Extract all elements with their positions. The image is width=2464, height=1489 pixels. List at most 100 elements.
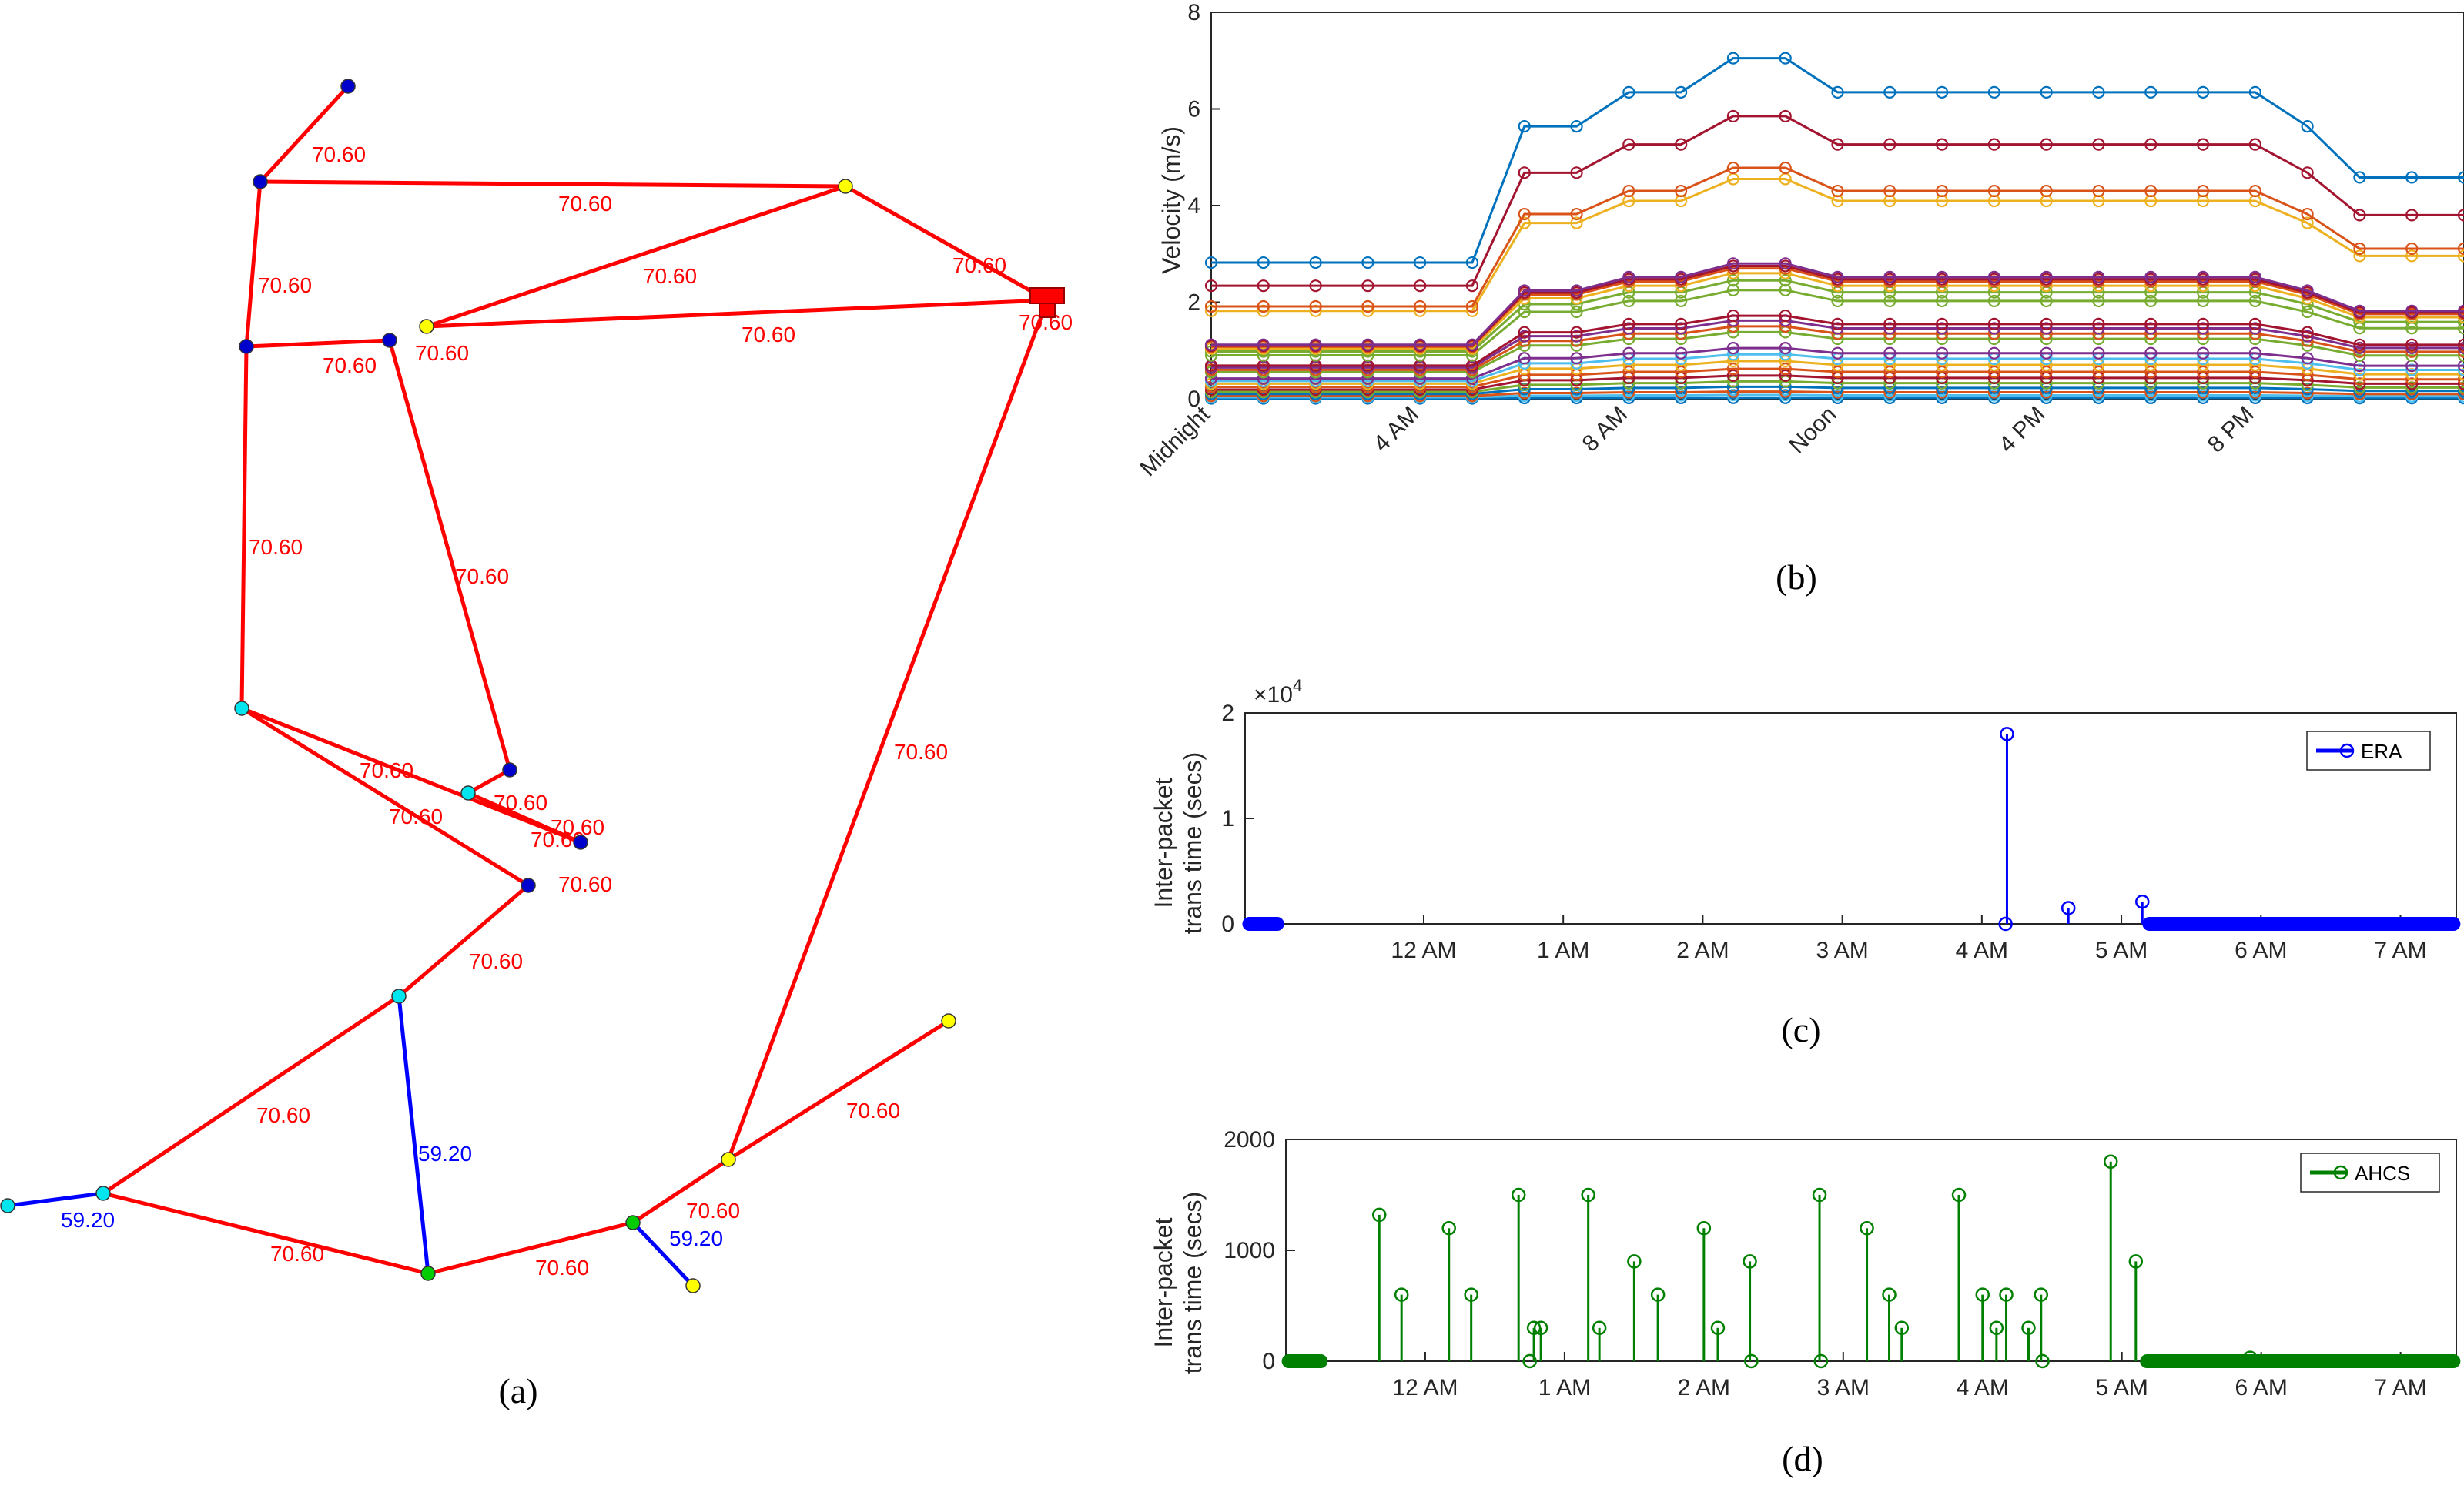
velocity-point	[1675, 184, 1688, 198]
pipe-label: 70.60	[952, 253, 1006, 277]
velocity-point	[2092, 317, 2105, 330]
panel-d-legend-label: AHCS	[2355, 1162, 2410, 1185]
network-nodes	[0, 79, 1065, 1293]
velocity-point	[1465, 338, 1479, 351]
xtick-label: 6 AM	[2235, 938, 2287, 963]
velocity-point	[1465, 279, 1479, 293]
ytick-label: 1	[1221, 806, 1234, 831]
pipe-n10-n9	[467, 768, 511, 795]
xtick-label: 5 AM	[2095, 938, 2148, 963]
velocity-point	[2457, 377, 2464, 390]
velocity-point	[2353, 338, 2366, 351]
velocity-point	[2092, 184, 2105, 198]
velocity-point	[1570, 352, 1583, 365]
velocity-point	[1622, 184, 1635, 198]
velocity-point	[1935, 270, 1949, 283]
pipe-label: 70.60	[643, 264, 697, 288]
velocity-point	[1779, 388, 1792, 402]
velocity-point	[1570, 305, 1583, 319]
pipe-label: 70.60	[270, 1242, 324, 1266]
xtick-label: 1 AM	[1538, 1375, 1591, 1400]
velocity-point	[1414, 299, 1427, 313]
velocity-point	[2092, 346, 2105, 360]
pipe-label: 70.60	[415, 341, 469, 365]
velocity-point	[2457, 387, 2464, 400]
velocity-point	[1309, 299, 1322, 313]
velocity-point	[1779, 369, 1792, 382]
velocity-point	[1622, 85, 1635, 99]
velocity-point	[1726, 257, 1740, 270]
panel-d-axes-box	[1285, 1139, 2457, 1362]
velocity-point	[1935, 346, 1949, 360]
pipe-label: 70.60	[494, 791, 547, 815]
velocity-point	[1361, 338, 1374, 351]
velocity-point	[2301, 305, 2314, 319]
velocity-point	[1883, 138, 1897, 151]
velocity-point	[1883, 365, 1897, 379]
stem-marker	[1989, 1320, 2004, 1336]
velocity-point	[1622, 138, 1635, 151]
velocity-point	[2040, 270, 2053, 283]
velocity-point	[1987, 365, 2000, 379]
velocity-point	[1622, 365, 1635, 379]
pipe-label: 70.60	[256, 1103, 310, 1127]
velocity-point	[2457, 349, 2464, 362]
velocity-point	[2196, 365, 2210, 379]
velocity-point	[2353, 249, 2366, 263]
velocity-point	[1518, 305, 1531, 319]
velocity-point	[2301, 352, 2314, 365]
pipe-label: 70.60	[312, 142, 366, 166]
pipe-n4-n8	[239, 346, 249, 709]
stem-marker	[1743, 1254, 1757, 1269]
velocity-point	[2040, 184, 2053, 198]
velocity-point	[1675, 365, 1688, 379]
velocity-point	[1570, 330, 1583, 343]
velocity-point	[2405, 304, 2419, 317]
stem-marker	[1975, 1287, 1990, 1302]
xtick-label: 7 AM	[2374, 1375, 2426, 1400]
velocity-point	[1726, 342, 1740, 355]
pipe-label: 70.60	[686, 1199, 740, 1223]
velocity-point	[1779, 354, 1792, 368]
velocity-point	[1935, 138, 1949, 151]
velocity-series-line	[1211, 346, 2464, 380]
xtick-label: 12 AM	[1391, 938, 1456, 963]
velocity-point	[1831, 85, 1844, 99]
panel-c-legend-marker	[2339, 743, 2355, 758]
velocity-point	[1883, 346, 1897, 360]
pipe-n6-n3	[426, 184, 846, 329]
panel-c-legend: ERA	[2306, 731, 2431, 771]
velocity-point	[1414, 338, 1427, 351]
velocity-point	[1414, 256, 1427, 269]
velocity-point	[1518, 166, 1531, 179]
velocity-point	[1518, 119, 1531, 133]
velocity-point	[2092, 270, 2105, 283]
velocity-point	[1987, 317, 2000, 330]
velocity-point	[2144, 184, 2158, 198]
panel-b-velocity-chart: 0 2 4 6 8 Midnight 4 AM 8 AM Noon 4 PM 8 PM Veloci…	[1135, 0, 2464, 481]
velocity-point	[1779, 161, 1792, 175]
stem-marker	[1998, 916, 2013, 932]
velocity-point	[2144, 317, 2158, 330]
velocity-point	[2457, 341, 2464, 355]
velocity-point	[1204, 299, 1218, 313]
velocity-point	[1675, 346, 1688, 360]
velocity-point	[2092, 85, 2105, 99]
velocity-point	[2353, 381, 2366, 394]
velocity-point	[1518, 326, 1531, 339]
velocity-point	[2040, 346, 2053, 360]
stem-marker	[1813, 1353, 1829, 1369]
velocity-point	[1779, 362, 1792, 376]
stem-marker	[1744, 1353, 1759, 1369]
pipe-label: 70.60	[551, 815, 604, 839]
velocity-point	[1570, 326, 1583, 339]
velocity-point	[1361, 256, 1374, 269]
velocity-point	[2405, 171, 2419, 184]
velocity-point	[2301, 284, 2314, 297]
stem-marker	[1464, 1287, 1478, 1302]
velocity-point	[1518, 386, 1531, 400]
velocity-point	[1935, 85, 1949, 99]
xtick-label: 3 AM	[1816, 938, 1868, 963]
velocity-point	[2301, 119, 2314, 133]
velocity-point	[1987, 184, 2000, 198]
